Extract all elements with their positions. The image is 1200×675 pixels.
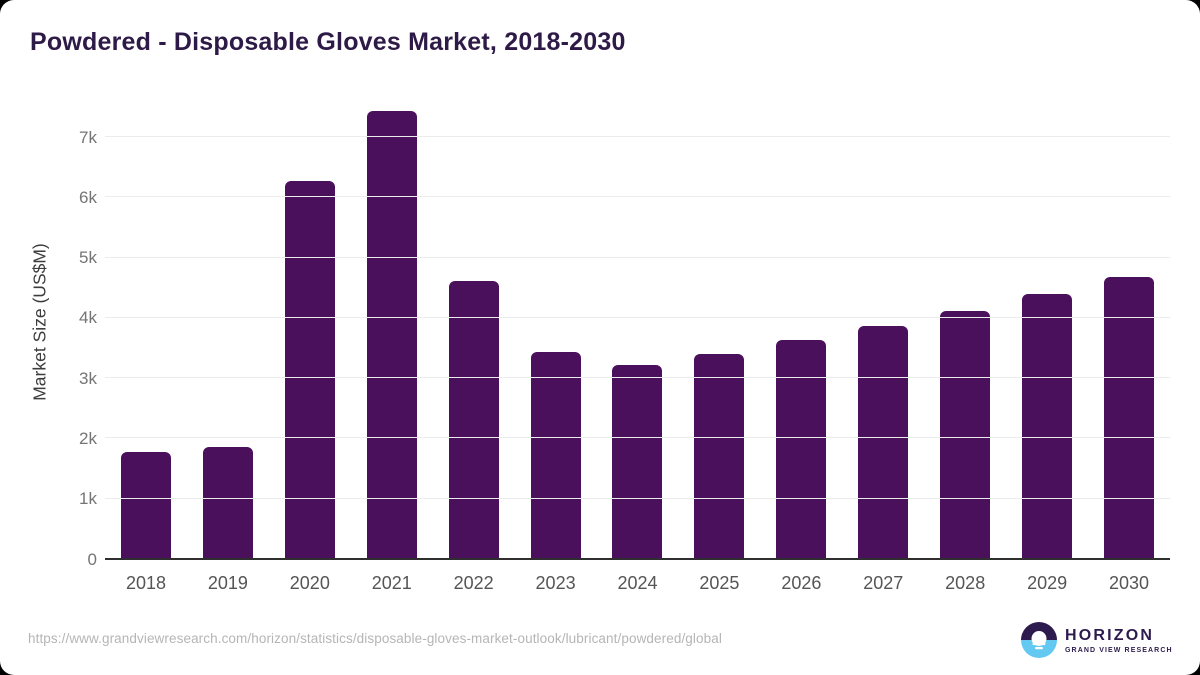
gridline-7k bbox=[105, 136, 1170, 138]
x-tick-label-2021: 2021 bbox=[371, 573, 412, 593]
bar-2021[interactable] bbox=[366, 111, 417, 559]
bar-2018[interactable] bbox=[120, 451, 171, 559]
x-tick-label-2030: 2030 bbox=[1109, 573, 1150, 593]
source-url: https://www.grandviewresearch.com/horizo… bbox=[28, 631, 722, 646]
y-tick-label-6k: 6k bbox=[79, 187, 97, 207]
bar-2024[interactable] bbox=[612, 364, 663, 559]
gridline-6k bbox=[105, 196, 1170, 198]
bar-slot-2025 bbox=[678, 107, 760, 559]
bar-slot-2026 bbox=[760, 107, 842, 559]
bar-2028[interactable] bbox=[940, 311, 991, 559]
bar-slot-2021 bbox=[351, 107, 433, 559]
bar-slot-2028 bbox=[924, 107, 1006, 559]
bar-2025[interactable] bbox=[694, 353, 745, 559]
gridline-1k bbox=[105, 497, 1170, 499]
y-tick-label-4k: 4k bbox=[79, 308, 97, 328]
y-tick-label-7k: 7k bbox=[79, 127, 97, 147]
bar-slot-2027 bbox=[842, 107, 924, 559]
bar-2026[interactable] bbox=[776, 340, 827, 559]
x-tick-label-2028: 2028 bbox=[945, 573, 986, 593]
y-tick-label-1k: 1k bbox=[79, 489, 97, 509]
x-tick-labels: 2018 2019 2020 2021 2022 2023 2024 2025 2026 2027… bbox=[105, 571, 1170, 597]
bar-2020[interactable] bbox=[284, 180, 335, 559]
y-tick-label-3k: 3k bbox=[79, 368, 97, 388]
x-tick-label-2026: 2026 bbox=[781, 573, 822, 593]
x-axis-line bbox=[105, 558, 1170, 560]
x-tick-label-2025: 2025 bbox=[699, 573, 740, 593]
bar-slot-2020 bbox=[269, 107, 351, 559]
x-tick-label-2029: 2029 bbox=[1027, 573, 1068, 593]
chart-title: Powdered - Disposable Gloves Market, 201… bbox=[30, 28, 626, 56]
gridline-5k bbox=[105, 256, 1170, 258]
bar-2023[interactable] bbox=[530, 351, 581, 559]
x-tick-label-2022: 2022 bbox=[453, 573, 494, 593]
horizon-logo-text: HORIZON GRAND VIEW RESEARCH bbox=[1065, 627, 1173, 654]
horizon-logo: HORIZON GRAND VIEW RESEARCH bbox=[1021, 622, 1173, 658]
bar-slot-2022 bbox=[433, 107, 515, 559]
x-tick-label-2019: 2019 bbox=[207, 573, 248, 593]
bar-slot-2030 bbox=[1088, 107, 1170, 559]
horizon-logo-subtitle: GRAND VIEW RESEARCH bbox=[1065, 646, 1173, 654]
bar-2027[interactable] bbox=[858, 326, 909, 559]
y-tick-label-0: 0 bbox=[87, 549, 97, 569]
horizon-logo-name: HORIZON bbox=[1065, 626, 1155, 644]
gridline-2k bbox=[105, 437, 1170, 439]
y-tick-labels: 0 1k 2k 3k 4k 5k 6k 7k bbox=[0, 0, 97, 675]
x-tick-label-2024: 2024 bbox=[617, 573, 658, 593]
y-tick-label-5k: 5k bbox=[79, 248, 97, 268]
gridline-3k bbox=[105, 377, 1170, 379]
bar-slot-2023 bbox=[515, 107, 597, 559]
horizon-logo-icon bbox=[1021, 622, 1057, 658]
bar-2022[interactable] bbox=[448, 280, 499, 559]
bar-slot-2018 bbox=[105, 107, 187, 559]
x-tick-label-2018: 2018 bbox=[125, 573, 166, 593]
bar-2019[interactable] bbox=[202, 446, 253, 559]
bars bbox=[105, 107, 1170, 559]
x-tick-label-2027: 2027 bbox=[863, 573, 904, 593]
x-tick-label-2023: 2023 bbox=[535, 573, 576, 593]
x-tick-label-2020: 2020 bbox=[289, 573, 330, 593]
bar-2029[interactable] bbox=[1022, 294, 1073, 559]
bar-slot-2019 bbox=[187, 107, 269, 559]
bar-2030[interactable] bbox=[1104, 276, 1155, 559]
bar-slot-2024 bbox=[597, 107, 679, 559]
bar-slot-2029 bbox=[1006, 107, 1088, 559]
gridline-4k bbox=[105, 316, 1170, 318]
plot-area bbox=[105, 107, 1170, 560]
y-tick-label-2k: 2k bbox=[79, 428, 97, 448]
